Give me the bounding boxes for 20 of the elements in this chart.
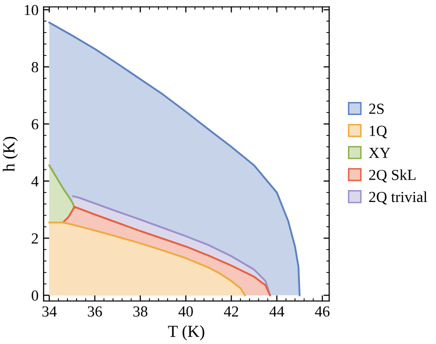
y-tick-label: 4 xyxy=(31,176,38,186)
y-tick-label: 0 xyxy=(32,290,38,301)
x-axis-title: T (K) xyxy=(168,325,204,340)
x-tick-label: 42 xyxy=(224,306,238,316)
x-tick-label: 36 xyxy=(88,306,102,317)
x-tick-label: 38 xyxy=(133,306,148,317)
x-tick-label: 44 xyxy=(270,306,284,316)
y-tick-label: 6 xyxy=(32,119,38,130)
legend-label: 2S xyxy=(369,104,384,114)
y-tick-label: 10 xyxy=(24,4,38,16)
legend-label: XY xyxy=(368,148,390,158)
x-tick-label: 34 xyxy=(42,306,57,317)
y-tick-label: 8 xyxy=(32,62,38,72)
y-tick-label: 2 xyxy=(32,233,38,244)
legend-label: 2Q trivial xyxy=(369,191,428,204)
x-tick-label: 46 xyxy=(315,306,330,317)
legend-label: 2Q SkL xyxy=(369,169,416,182)
x-tick-label: 40 xyxy=(178,306,193,317)
y-axis-title: h (K) xyxy=(2,136,18,172)
legend-label: 1Q xyxy=(370,126,387,138)
